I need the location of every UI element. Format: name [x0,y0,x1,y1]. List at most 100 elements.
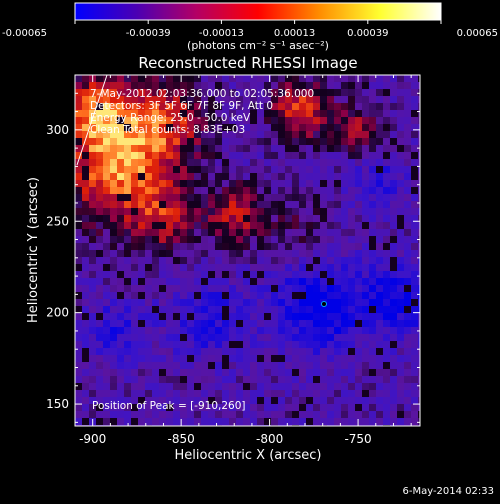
heatmap-cell [131,313,139,321]
heatmap-cell [404,341,412,349]
heatmap-cell [110,201,118,209]
heatmap-cell [362,152,370,160]
heatmap-cell [166,208,174,216]
heatmap-cell [138,299,146,307]
heatmap-cell [243,278,251,286]
heatmap-cell [362,243,370,251]
heatmap-cell [313,264,321,272]
heatmap-cell [243,404,251,412]
heatmap-cell [264,208,272,216]
heatmap-cell [278,285,286,293]
y-tick-label: 250 [46,214,69,228]
heatmap-cell [180,103,188,111]
heatmap-cell [376,222,384,230]
heatmap-cell [285,369,293,377]
heatmap-cell [187,257,195,265]
heatmap-cell [201,362,209,370]
heatmap-cell [117,222,125,230]
heatmap-cell [110,222,118,230]
heatmap-cell [327,229,335,237]
heatmap-cell [103,327,111,335]
heatmap-cell [152,229,160,237]
heatmap-cell [397,124,405,132]
heatmap-cell [327,299,335,307]
heatmap-cell [194,152,202,160]
heatmap-cell [327,124,335,132]
heatmap-cell [313,306,321,314]
heatmap-cell [327,306,335,314]
heatmap-cell [215,250,223,258]
heatmap-cell [166,89,174,97]
heatmap-cell [103,145,111,153]
heatmap-cell [103,187,111,195]
heatmap-cell [390,250,398,258]
heatmap-cell [362,278,370,286]
heatmap-cell [208,201,216,209]
heatmap-cell [222,201,230,209]
heatmap-cell [110,264,118,272]
heatmap-cell [187,411,195,419]
heatmap-cell [362,376,370,384]
heatmap-cell [306,299,314,307]
heatmap-cell [362,96,370,104]
heatmap-cell [117,285,125,293]
heatmap-cell [411,180,419,188]
heatmap-cell [75,250,83,258]
heatmap-cell [397,180,405,188]
heatmap-cell [152,222,160,230]
heatmap-cell [131,110,139,118]
heatmap-cell [362,159,370,167]
heatmap-cell [348,75,356,83]
heatmap-cell [369,124,377,132]
heatmap-cell [236,194,244,202]
heatmap-cell [376,376,384,384]
heatmap-cell [369,138,377,146]
heatmap-cell [173,250,181,258]
heatmap-cell [201,285,209,293]
heatmap-cell [285,89,293,97]
heatmap-cell [313,376,321,384]
heatmap-cell [334,82,342,90]
heatmap-cell [103,383,111,391]
heatmap-cell [369,215,377,223]
heatmap-cell [180,257,188,265]
heatmap-cell [152,208,160,216]
heatmap-cell [376,152,384,160]
heatmap-cell [117,89,125,97]
heatmap-cell [348,418,356,426]
heatmap-cell [383,355,391,363]
heatmap-cell [152,404,160,412]
heatmap-cell [327,159,335,167]
heatmap-cell [117,348,125,356]
heatmap-cell [138,222,146,230]
heatmap-cell [369,103,377,111]
heatmap-cell [166,236,174,244]
heatmap-cell [278,250,286,258]
heatmap-cell [299,117,307,125]
heatmap-cell [110,138,118,146]
heatmap-cell [208,103,216,111]
heatmap-cell [180,334,188,342]
heatmap-cell [110,313,118,321]
heatmap-cell [404,208,412,216]
x-tick-label: -800 [256,432,283,446]
heatmap-cell [418,131,420,139]
heatmap-cell [222,397,230,405]
heatmap-cell [82,250,90,258]
heatmap-cell [390,257,398,265]
heatmap-cell [96,334,104,342]
heatmap-cell [110,166,118,174]
heatmap-cell [271,292,279,300]
heatmap-cell [236,348,244,356]
heatmap-cell [180,229,188,237]
heatmap-cell [124,96,132,104]
heatmap-cell [75,89,83,97]
heatmap-cell [82,418,90,426]
heatmap-cell [117,152,125,160]
heatmap-cell [89,187,97,195]
heatmap-cell [383,411,391,419]
heatmap-cell [355,89,363,97]
heatmap-cell [243,82,251,90]
heatmap-cell [110,411,118,419]
heatmap-cell [383,75,391,83]
